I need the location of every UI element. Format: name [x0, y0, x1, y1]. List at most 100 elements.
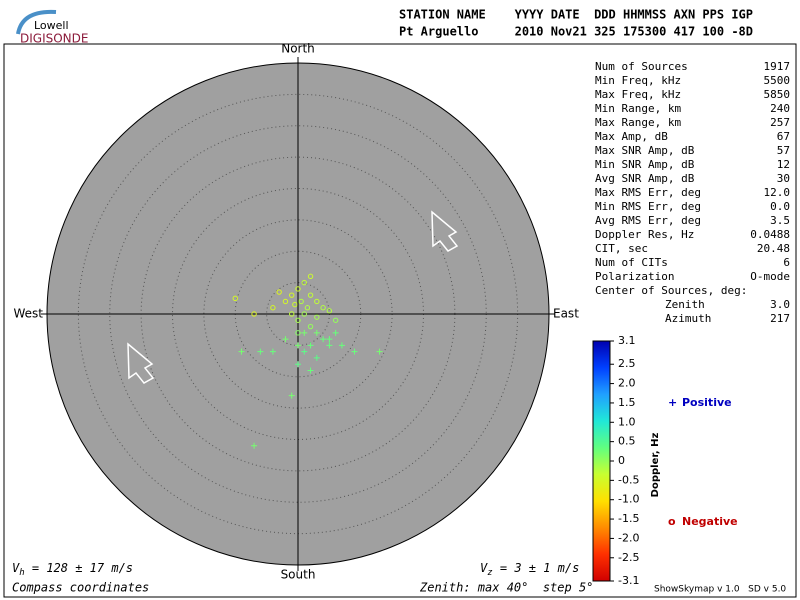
- stat-name: Num of CITs: [595, 256, 668, 269]
- v-name: V: [480, 561, 488, 575]
- stat-name: Avg SNR Amp, dB: [595, 172, 695, 185]
- source-point: [238, 348, 245, 355]
- colorbar: [592, 340, 611, 582]
- stat-value: 12.0: [764, 186, 791, 199]
- source-point: [338, 342, 345, 349]
- stat-name: Min Freq, kHz: [595, 74, 681, 87]
- stat-value: 240: [770, 102, 790, 115]
- source-point: [301, 348, 308, 355]
- colorbar-tick-label: 1.0: [618, 415, 636, 428]
- source-point: [251, 442, 258, 449]
- stat-value: 0.0: [770, 200, 790, 213]
- source-point: [292, 301, 298, 308]
- arrow: [127, 342, 155, 384]
- stat-name: Zenith: [665, 298, 705, 311]
- source-point: [276, 289, 282, 295]
- stat-value: 30: [777, 172, 790, 185]
- logo-swoosh: [16, 9, 57, 35]
- source-point: [304, 305, 311, 311]
- source-point: [307, 342, 314, 349]
- frame: [3, 43, 797, 598]
- coords-note: Compass coordinates: [12, 581, 149, 595]
- source-point: [298, 298, 304, 305]
- v-sub: z: [487, 568, 492, 578]
- source-point: [288, 392, 295, 399]
- velocity: Vh = 128 ± 17 m/s: [12, 561, 133, 578]
- colorbar-tick-label: -0.5: [618, 473, 639, 486]
- source-point: [307, 323, 314, 330]
- logo-bottom: DIGISONDE: [20, 32, 88, 46]
- source-point: [326, 336, 333, 343]
- stat-value: 0.0488: [750, 228, 790, 241]
- v-text: = 128 ± 17 m/s: [25, 561, 133, 575]
- stat-value: 257: [770, 116, 790, 129]
- colorbar-label: Doppler, Hz: [650, 433, 661, 498]
- arrow: [431, 210, 459, 252]
- source-point: [314, 314, 320, 320]
- colorbar-tick-label: -3.1: [618, 574, 639, 587]
- compass-label: North: [281, 42, 315, 56]
- stat-name: Min RMS Err, deg: [595, 200, 701, 213]
- source-point: [320, 305, 326, 311]
- compass-label: South: [281, 568, 316, 582]
- source-point: [295, 330, 301, 336]
- v-name: V: [12, 561, 20, 575]
- stat-value: O-mode: [750, 270, 790, 283]
- source-point: [301, 329, 308, 336]
- source-point: [326, 308, 333, 314]
- source-point: [307, 292, 314, 298]
- source-point: [320, 336, 327, 343]
- stat-value: 57: [777, 144, 790, 157]
- source-point: [326, 342, 333, 349]
- colorbar-tick-label: 0: [618, 454, 625, 467]
- version: ShowSkymap v 1.0 SD v 5.0: [654, 585, 786, 595]
- colorbar-tick-label: 3.1: [618, 334, 636, 347]
- source-point: [257, 348, 264, 355]
- source-point: [314, 298, 320, 305]
- stat-name: CIT, sec: [595, 242, 648, 255]
- source-point: [376, 348, 383, 355]
- source-point: [295, 361, 301, 368]
- source-point: [282, 298, 289, 305]
- colorbar-tick-label: -1.0: [618, 493, 639, 506]
- stat-name: Min Range, km: [595, 102, 681, 115]
- source-point: [332, 329, 339, 336]
- source-point: [270, 305, 276, 311]
- compass-label: East: [553, 307, 579, 321]
- stat-value: 5850: [764, 88, 791, 101]
- source-point: [301, 279, 307, 286]
- source-point: [289, 311, 295, 317]
- source-point: [251, 311, 257, 317]
- stat-value: 3.0: [770, 298, 790, 311]
- sky-plot: North South West East: [13, 42, 579, 582]
- stat-value: 20.48: [757, 242, 790, 255]
- source-point: [332, 317, 339, 323]
- stat-name: Azimuth: [665, 312, 711, 325]
- stats-table: Num of Sources 1917 Min Freq, kHz 5500 Max F…: [595, 60, 790, 325]
- source-point: [313, 354, 320, 361]
- v-text: = 3 ± 1 m/s: [493, 561, 580, 575]
- stat-name: Num of Sources: [595, 60, 688, 73]
- source-point: [295, 317, 301, 323]
- colorbar-tick-label: 1.5: [618, 396, 636, 409]
- center-title: Center of Sources, deg:: [595, 284, 747, 297]
- source-point: [301, 311, 307, 317]
- stat-name: Doppler Res, Hz: [595, 228, 694, 241]
- source-point: [307, 367, 314, 374]
- stat-name: Min SNR Amp, dB: [595, 158, 695, 171]
- stat-value: 217: [770, 312, 790, 325]
- legend-symbol: o: [668, 515, 676, 528]
- source-point: [282, 336, 289, 343]
- stat-name: Max RMS Err, deg: [595, 186, 701, 199]
- header-line: STATION NAME YYYY DATE DDD HHMMSS AXN PP…: [399, 8, 753, 22]
- source-point: [232, 295, 238, 302]
- colorbar-tick-label: 2.5: [618, 357, 636, 370]
- stat-value: 3.5: [770, 214, 790, 227]
- colorbar-tick-label: -1.5: [618, 512, 639, 525]
- colorbar-tick-label: -2.0: [618, 531, 639, 544]
- compass-label: West: [13, 307, 43, 321]
- source-point: [295, 342, 301, 349]
- zenith-note: Zenith: max 40° step 5°: [419, 581, 593, 595]
